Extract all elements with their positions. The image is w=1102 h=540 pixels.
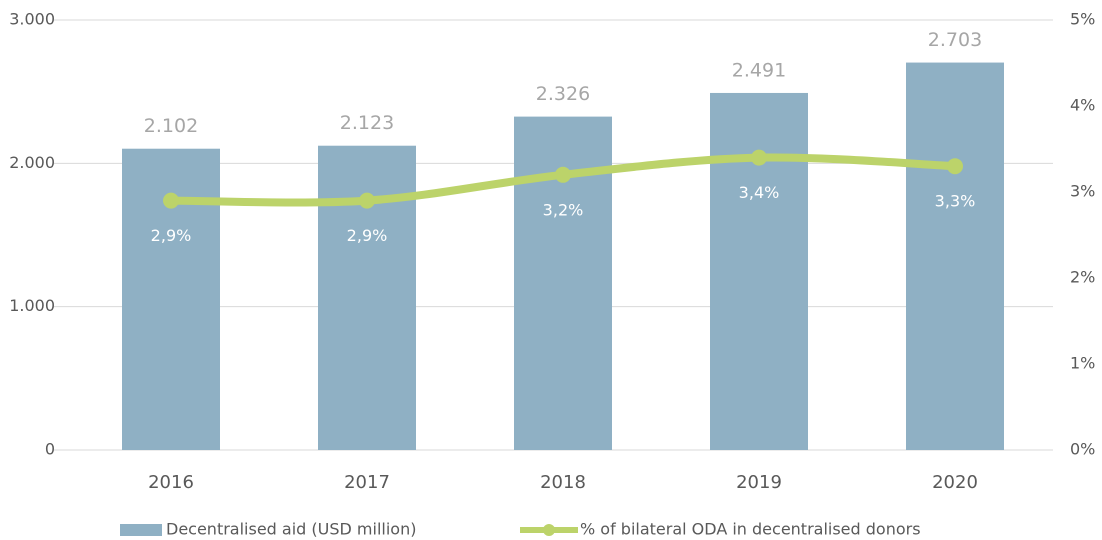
line-value-label: 3,4% [739, 183, 780, 202]
legend-swatch [543, 524, 555, 536]
legend-label: Decentralised aid (USD million) [166, 520, 416, 539]
legend-swatch [120, 524, 162, 536]
line-marker [947, 158, 963, 175]
bar-value-label: 2.703 [928, 29, 982, 51]
legend-label: % of bilateral ODA in decentralised dono… [580, 520, 921, 539]
line-marker [163, 192, 179, 209]
line-value-label: 3,2% [543, 200, 584, 219]
y2-tick-label: 2% [1070, 268, 1095, 287]
line-marker [751, 149, 767, 166]
bar-value-label: 2.491 [732, 59, 786, 81]
y-tick-label: 0 [45, 440, 55, 459]
line-marker [555, 166, 571, 183]
y2-tick-label: 5% [1070, 10, 1095, 29]
y-tick-label: 2.000 [9, 153, 55, 172]
x-tick-label: 2020 [932, 472, 978, 493]
x-tick-label: 2016 [148, 472, 194, 493]
line-value-label: 2,9% [151, 226, 192, 245]
bar-value-label: 2.123 [340, 112, 394, 134]
x-tick-label: 2018 [540, 472, 586, 493]
y-tick-label: 3.000 [9, 10, 55, 29]
y-tick-label: 1.000 [9, 296, 55, 315]
bar [514, 116, 612, 451]
y2-tick-label: 4% [1070, 96, 1095, 115]
y2-tick-label: 0% [1070, 440, 1095, 459]
bar [318, 145, 416, 450]
bar [906, 62, 1004, 450]
bar-value-label: 2.102 [144, 115, 198, 137]
line-marker [359, 192, 375, 209]
bar [710, 92, 808, 450]
y2-tick-label: 3% [1070, 182, 1095, 201]
x-tick-label: 2017 [344, 472, 390, 493]
bar-value-label: 2.326 [536, 83, 590, 105]
line-value-label: 2,9% [347, 226, 388, 245]
y2-tick-label: 1% [1070, 354, 1095, 373]
line-value-label: 3,3% [935, 192, 976, 211]
x-tick-label: 2019 [736, 472, 782, 493]
